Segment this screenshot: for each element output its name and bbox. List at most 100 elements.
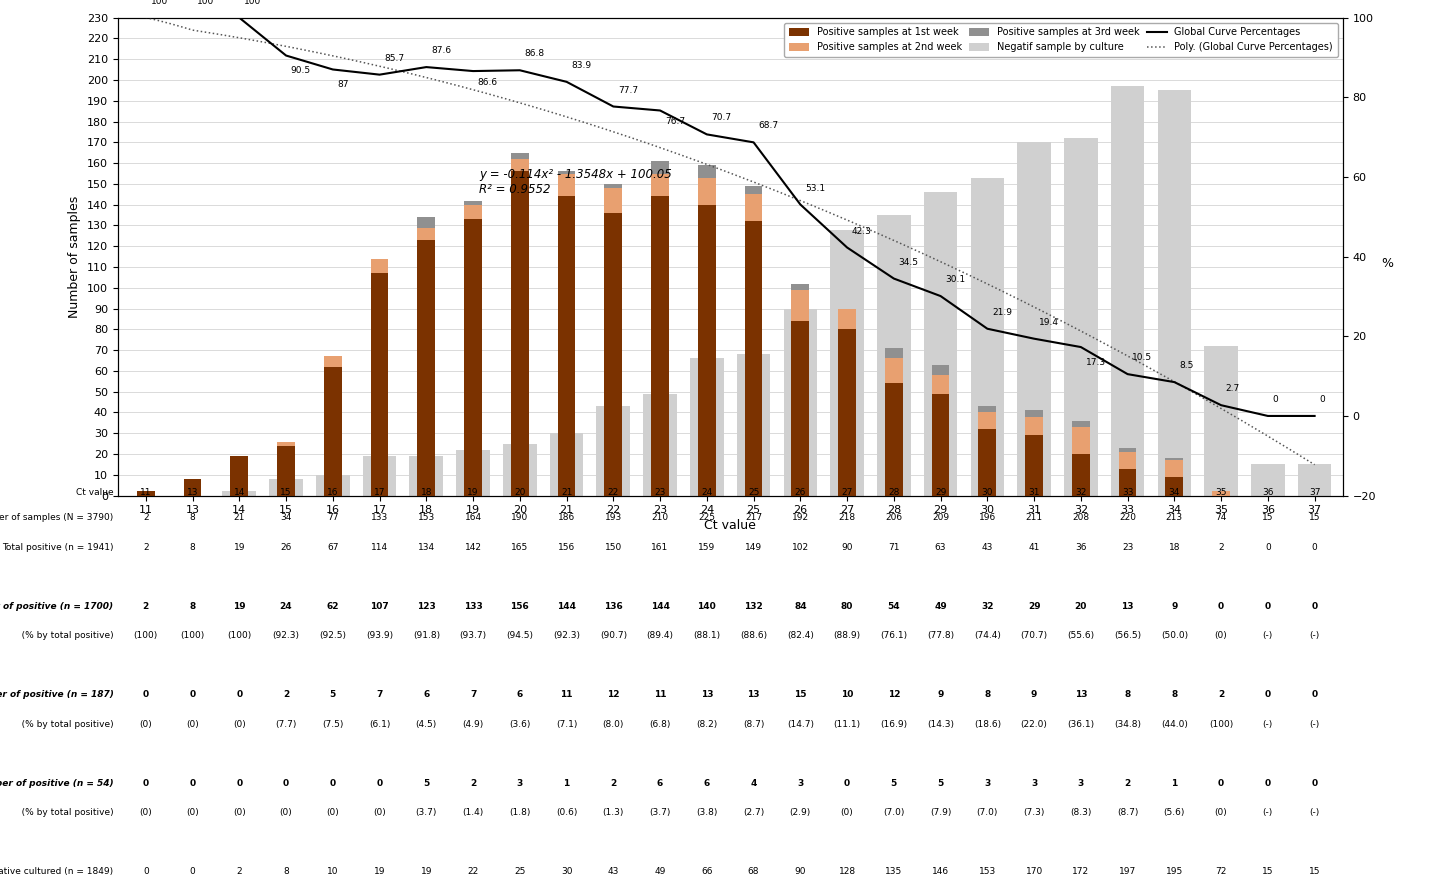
- Text: 30: 30: [561, 867, 573, 876]
- Text: 0: 0: [190, 690, 195, 699]
- Text: 140: 140: [698, 602, 717, 611]
- Text: 37: 37: [1308, 489, 1320, 497]
- Text: 5: 5: [424, 779, 429, 788]
- Text: 0: 0: [237, 779, 243, 788]
- Text: 206: 206: [885, 513, 902, 522]
- Text: (2.7): (2.7): [742, 808, 764, 817]
- Bar: [737, 354, 770, 496]
- Text: 34: 34: [280, 513, 292, 522]
- Text: (100): (100): [227, 631, 251, 640]
- Bar: [503, 443, 537, 496]
- Text: Total positive (n = 1941): Total positive (n = 1941): [1, 543, 113, 551]
- Text: 13: 13: [701, 690, 714, 699]
- Text: (0): (0): [139, 720, 152, 728]
- Text: 210: 210: [652, 513, 669, 522]
- Text: 29: 29: [935, 489, 946, 497]
- Text: (-): (-): [1262, 720, 1272, 728]
- Bar: [1119, 468, 1136, 496]
- Text: 15: 15: [1262, 513, 1274, 522]
- Text: 24: 24: [280, 602, 293, 611]
- Text: 20: 20: [1074, 602, 1087, 611]
- Text: 6: 6: [424, 690, 429, 699]
- Text: y = -0.114x² - 1.3548x + 100.05
R² = 0.9552: y = -0.114x² - 1.3548x + 100.05 R² = 0.9…: [480, 168, 672, 196]
- Text: 1: 1: [1172, 779, 1178, 788]
- Bar: [464, 219, 482, 496]
- Text: 19: 19: [233, 602, 246, 611]
- Text: (93.7): (93.7): [460, 631, 487, 640]
- Text: 43: 43: [982, 543, 994, 551]
- Text: 10: 10: [841, 690, 853, 699]
- Text: (0): (0): [326, 808, 339, 817]
- Text: (11.1): (11.1): [833, 720, 860, 728]
- Bar: [784, 309, 817, 496]
- Text: (55.6): (55.6): [1067, 631, 1094, 640]
- Text: (77.8): (77.8): [928, 631, 954, 640]
- Text: 8: 8: [984, 690, 991, 699]
- Text: 3: 3: [984, 779, 991, 788]
- Text: 41: 41: [1028, 543, 1040, 551]
- Text: (91.8): (91.8): [412, 631, 439, 640]
- Text: 25: 25: [748, 489, 760, 497]
- Bar: [698, 204, 715, 496]
- Text: 21: 21: [234, 513, 246, 522]
- Text: (8.7): (8.7): [742, 720, 764, 728]
- Text: 21: 21: [561, 489, 573, 497]
- Text: 0: 0: [1311, 602, 1318, 611]
- Text: (% by total positive): (% by total positive): [13, 808, 113, 817]
- Text: 133: 133: [464, 602, 482, 611]
- Text: 87.6: 87.6: [431, 46, 451, 55]
- Text: 211: 211: [1025, 513, 1043, 522]
- Text: Week 1: number of positive (n = 1700): Week 1: number of positive (n = 1700): [0, 602, 113, 611]
- Text: 144: 144: [557, 602, 576, 611]
- Text: 133: 133: [370, 513, 388, 522]
- Text: 0: 0: [237, 690, 243, 699]
- Text: (0): (0): [233, 720, 246, 728]
- Text: 0: 0: [1311, 690, 1318, 699]
- Text: 36: 36: [1076, 543, 1087, 551]
- Text: 213: 213: [1166, 513, 1183, 522]
- Text: 2: 2: [610, 779, 616, 788]
- Text: (7.3): (7.3): [1024, 808, 1045, 817]
- Text: 42.3: 42.3: [852, 227, 872, 235]
- Text: 76.7: 76.7: [665, 118, 685, 127]
- Text: 170: 170: [1025, 867, 1043, 876]
- Text: 128: 128: [839, 867, 856, 876]
- Text: (70.7): (70.7): [1021, 631, 1048, 640]
- Text: 2: 2: [470, 779, 477, 788]
- Text: 197: 197: [1119, 867, 1136, 876]
- Text: 153: 153: [979, 867, 997, 876]
- Text: (0): (0): [280, 808, 293, 817]
- Text: (44.0): (44.0): [1160, 720, 1188, 728]
- Text: 18: 18: [421, 489, 432, 497]
- Bar: [464, 204, 482, 219]
- Text: 0: 0: [1311, 543, 1317, 551]
- Text: 156: 156: [510, 602, 530, 611]
- Text: (0): (0): [373, 808, 386, 817]
- Text: 80: 80: [841, 602, 853, 611]
- Text: 2: 2: [144, 513, 148, 522]
- Text: 13: 13: [747, 690, 760, 699]
- Text: 11: 11: [560, 690, 573, 699]
- Text: (88.6): (88.6): [740, 631, 767, 640]
- Text: 15: 15: [1308, 867, 1320, 876]
- Text: (34.8): (34.8): [1114, 720, 1142, 728]
- Bar: [745, 186, 763, 195]
- Text: (3.8): (3.8): [696, 808, 718, 817]
- Text: 9: 9: [1031, 690, 1037, 699]
- Text: 102: 102: [791, 543, 808, 551]
- Text: (7.5): (7.5): [322, 720, 343, 728]
- Text: 1: 1: [563, 779, 570, 788]
- Bar: [557, 196, 576, 496]
- Text: 220: 220: [1119, 513, 1136, 522]
- Bar: [457, 450, 490, 496]
- Text: 35: 35: [1215, 489, 1226, 497]
- Text: (-): (-): [1310, 720, 1320, 728]
- Text: 30: 30: [982, 489, 994, 497]
- Text: 196: 196: [979, 513, 997, 522]
- Bar: [605, 213, 622, 496]
- Text: 114: 114: [370, 543, 388, 551]
- Bar: [409, 456, 444, 496]
- Text: 0: 0: [1265, 543, 1271, 551]
- Bar: [932, 375, 949, 394]
- Text: 32: 32: [1076, 489, 1087, 497]
